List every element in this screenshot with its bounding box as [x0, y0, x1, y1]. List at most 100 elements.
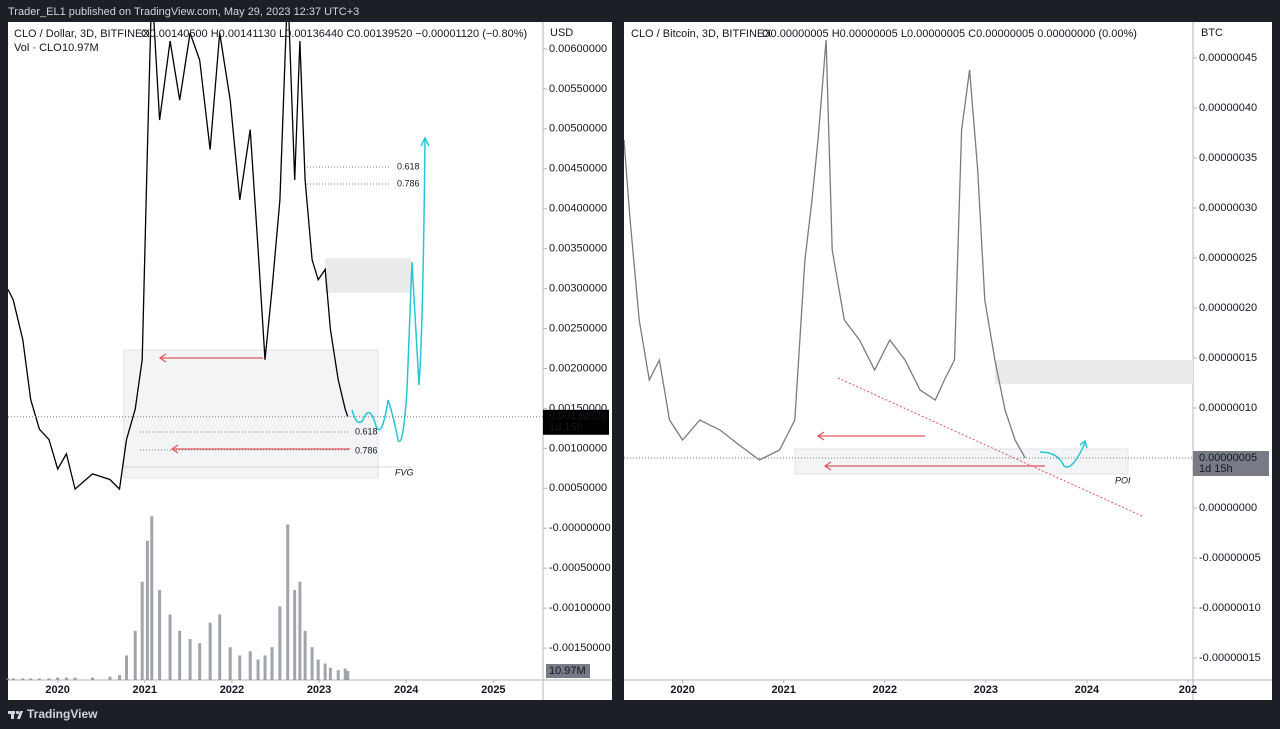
volume-bar	[125, 655, 129, 680]
y-tick-label: 0.00300000	[549, 283, 607, 295]
volume-bar	[108, 676, 112, 680]
annotation-label: POI	[1115, 475, 1131, 485]
volume-axis-label: 10.97M	[549, 665, 586, 677]
y-tick-label: 0.00000015	[1199, 352, 1257, 364]
volume-bar	[47, 678, 51, 680]
volume-bar	[346, 671, 350, 680]
projection-head	[420, 136, 430, 147]
y-tick-label: 0.00000000	[1199, 502, 1257, 514]
x-tick-label: 2023	[974, 684, 998, 696]
volume-bar	[298, 581, 302, 680]
chart-pane: 0.00600000 0.00550000 0.00500000 0.00450000…	[6, 22, 612, 700]
annotation-label: 0.786	[355, 445, 378, 455]
y-tick-label: 0.00250000	[549, 322, 607, 334]
y-tick-label: 0.00550000	[549, 83, 607, 95]
volume-bar	[228, 647, 232, 680]
publish-header: Trader_EL1 published on TradingView.com,…	[8, 6, 359, 18]
y-tick-label: 0.00100000	[549, 442, 607, 454]
y-tick-label: 0.00500000	[549, 123, 607, 135]
price-unit: USD	[550, 27, 573, 39]
volume-bar	[37, 678, 41, 680]
countdown: 1d 15h	[549, 422, 583, 434]
volume-bar	[140, 581, 144, 680]
x-tick-label: 202	[1179, 684, 1197, 696]
y-tick-label: 0.00400000	[549, 203, 607, 215]
chart-title: CLO / Bitcoin, 3D, BITFINEX	[631, 28, 772, 40]
zone	[123, 349, 379, 479]
x-tick-label: 2021	[133, 684, 157, 696]
volume-bar	[303, 630, 307, 680]
volume-bar	[336, 670, 340, 680]
volume-bar	[168, 614, 172, 680]
volume-bar	[178, 630, 182, 680]
y-tick-label: 0.00200000	[549, 362, 607, 374]
volume-bar	[118, 675, 122, 680]
volume-bar	[310, 647, 314, 680]
projection	[1039, 442, 1086, 468]
x-tick-label: 2020	[670, 684, 694, 696]
volume-bar	[316, 659, 320, 680]
y-tick-label: 0.00000045	[1199, 52, 1257, 64]
volume-bar	[270, 647, 274, 680]
arrow-head	[158, 353, 167, 363]
volume-bar	[29, 678, 33, 680]
y-tick-label: 0.00000030	[1199, 202, 1257, 214]
x-tick-label: 2022	[220, 684, 244, 696]
volume-bar	[73, 677, 77, 680]
y-tick-label: -0.00050000	[549, 562, 611, 574]
volume-bar	[293, 589, 297, 680]
volume-bar	[248, 651, 252, 680]
annotation-label: FVG	[395, 467, 414, 477]
volume-bar	[133, 630, 137, 680]
volume-legend: Vol · CLO	[14, 42, 62, 54]
volume-bar	[188, 639, 192, 680]
tv-logo	[8, 710, 23, 719]
y-tick-label: 0.00050000	[549, 482, 607, 494]
price-line	[624, 39, 1026, 461]
arrow-head	[823, 461, 832, 471]
drawings	[123, 136, 430, 479]
annotation-label: 0.618	[397, 161, 420, 171]
zone	[794, 448, 1129, 475]
projection	[351, 139, 426, 443]
y-tick-label: -0.00100000	[549, 602, 611, 614]
last-price-box	[1193, 451, 1269, 476]
x-tick-label: 2021	[771, 684, 795, 696]
chart-pane: 0.00000045 0.00000040 0.00000035 0.00000030…	[624, 22, 1272, 700]
chart-title: CLO / Dollar, 3D, BITFINEX	[14, 28, 150, 40]
volume-bar	[91, 677, 95, 680]
annotation-label: 0.618	[355, 426, 378, 436]
y-tick-label: -0.00000010	[1199, 602, 1261, 614]
last-price-label: 0.00139520	[549, 411, 607, 423]
ohlc: O0.00140500 H0.00141130 L0.00136440 C0.0…	[141, 28, 527, 40]
volume-bar	[278, 606, 282, 680]
volume-bar	[218, 614, 222, 680]
volume-bar	[158, 589, 162, 680]
drawings	[794, 360, 1193, 517]
x-tick-label: 2024	[394, 684, 419, 696]
zone	[995, 360, 1193, 384]
x-tick-label: 2022	[873, 684, 897, 696]
volume-bar	[150, 516, 154, 680]
x-tick-label: 2024	[1075, 684, 1100, 696]
footer-brand: TradingView	[27, 707, 98, 721]
volume-bar	[343, 668, 347, 680]
volume-bar	[328, 667, 332, 680]
volume-legend-value: 10.97M	[62, 42, 99, 54]
arrow-head	[816, 431, 825, 441]
charts: 0.00600000 0.00550000 0.00500000 0.00450000…	[6, 22, 1272, 700]
volume-bar	[198, 643, 202, 680]
y-tick-label: 0.00000020	[1199, 302, 1257, 314]
volume-axis-box	[546, 664, 590, 679]
y-tick-label: -0.00150000	[549, 642, 611, 654]
y-tick-label: 0.00600000	[549, 43, 607, 55]
volume-bar	[208, 622, 212, 680]
volume-bar	[323, 663, 327, 680]
volume-bar	[238, 655, 242, 680]
last-price-label: 0.00000005	[1199, 452, 1257, 464]
price-line	[8, 22, 349, 491]
projection-head	[1079, 439, 1088, 449]
y-tick-label: -0.00000005	[1199, 552, 1261, 564]
volume-bar	[6, 678, 10, 680]
y-tick-label: -0.00000000	[549, 522, 611, 534]
